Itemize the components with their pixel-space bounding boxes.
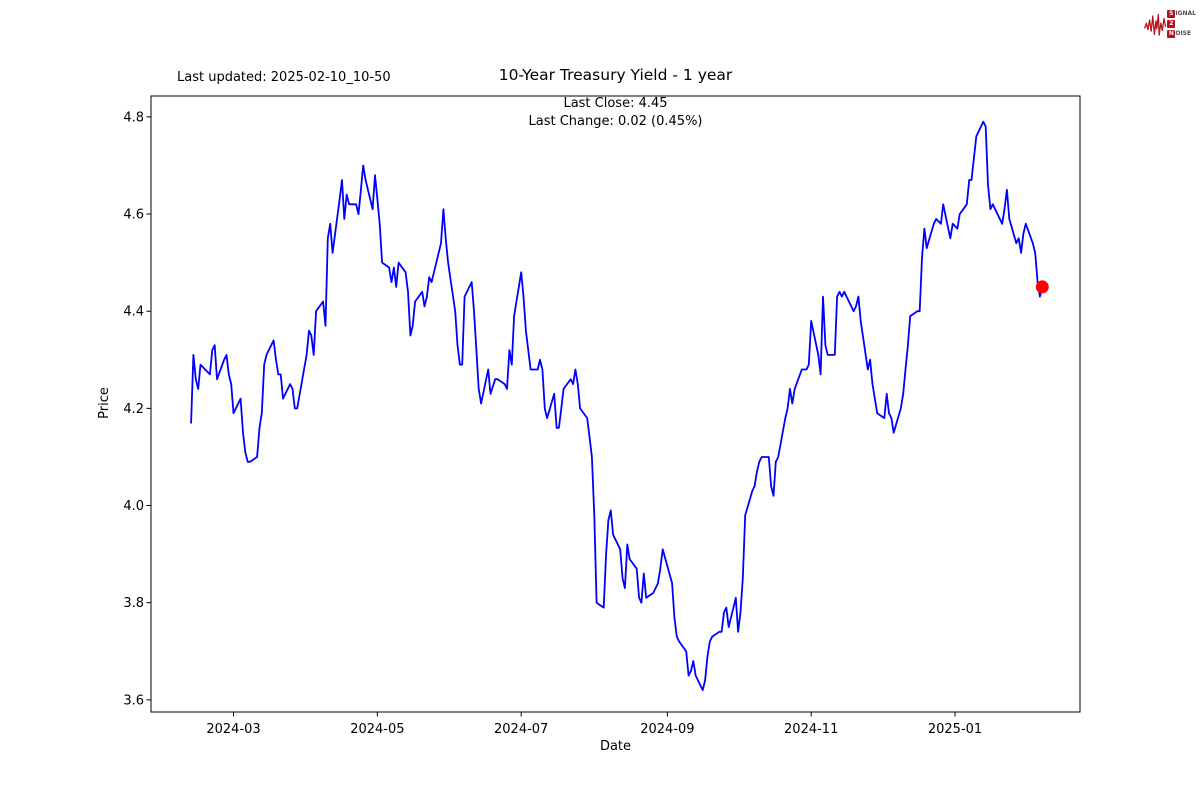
- logo-letter-2: 2: [1167, 20, 1176, 28]
- chart-title: 10-Year Treasury Yield - 1 year: [498, 66, 733, 84]
- y-tick-label: 3.6: [123, 693, 144, 708]
- y-tick-label: 4.4: [123, 305, 144, 320]
- logo-waveform-icon: [1144, 13, 1167, 36]
- x-tick-label: 2024-07: [494, 722, 548, 737]
- last-updated-label: Last updated: 2025-02-10_10-50: [177, 70, 391, 85]
- last-close-label: Last Close: 4.45: [563, 96, 668, 111]
- logo-letter-s: S: [1167, 10, 1176, 18]
- x-tick-label: 2024-11: [784, 722, 838, 737]
- y-tick-label: 4.2: [123, 402, 144, 417]
- x-tick-label: 2024-05: [350, 722, 404, 737]
- y-tick-label: 4.0: [123, 499, 144, 514]
- signal2noise-logo: S IGNAL 2 N OISE: [1144, 4, 1196, 44]
- x-tick-label: 2025-01: [928, 722, 982, 737]
- logo-row-signal: S IGNAL: [1167, 10, 1196, 18]
- logo-letter-n: N: [1167, 30, 1176, 38]
- x-axis-title: Date: [599, 739, 632, 754]
- axes-frame: [150, 95, 1081, 713]
- yield-line-series: [190, 120, 1044, 691]
- logo-row-noise: N OISE: [1167, 30, 1192, 38]
- last-close-marker: [1035, 280, 1049, 294]
- logo-row-2: 2: [1167, 20, 1196, 28]
- last-change-label: Last Change: 0.02 (0.45%): [528, 113, 703, 129]
- y-tick-label: 4.8: [123, 110, 144, 125]
- y-tick-label: 3.8: [123, 596, 144, 611]
- x-tick-label: 2024-09: [640, 722, 694, 737]
- logo-text: S IGNAL 2 N OISE: [1167, 10, 1196, 38]
- chart-subtitle: Last Close: 4.45 Last Change: 0.02 (0.45…: [151, 95, 1080, 130]
- x-tick-label: 2024-03: [206, 722, 260, 737]
- y-tick-label: 4.6: [123, 208, 144, 223]
